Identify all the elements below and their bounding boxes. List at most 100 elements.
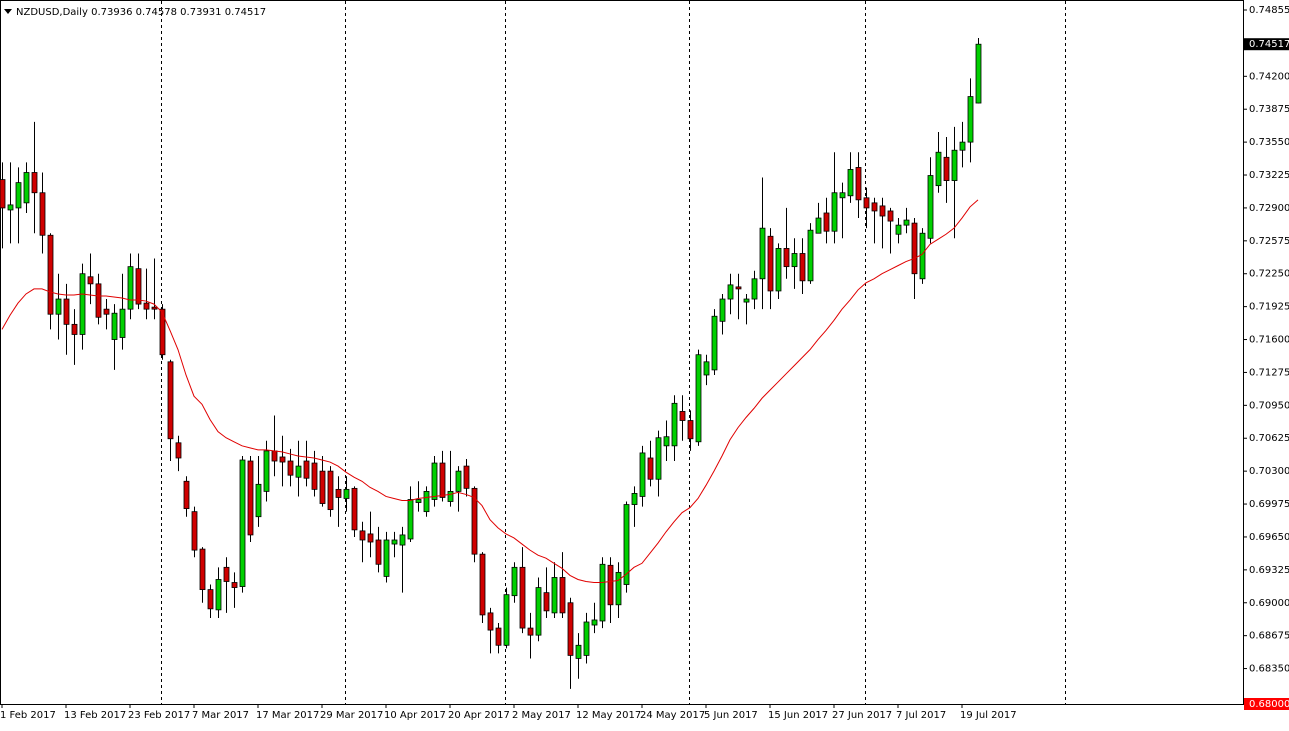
y-tick-label: 0.69975	[1249, 499, 1289, 510]
candle-body	[543, 592, 550, 612]
candle-body	[263, 450, 270, 492]
candle-body	[415, 499, 422, 503]
y-tick-label: 0.71600	[1249, 335, 1289, 346]
candle-body	[87, 276, 94, 285]
candle-body	[199, 548, 206, 590]
candle-body	[39, 192, 46, 236]
candle-body	[887, 210, 894, 222]
candle-body	[231, 582, 238, 588]
level-label: 0.68000	[1249, 699, 1289, 710]
candle-body	[615, 571, 622, 606]
y-tick-label: 0.73225	[1249, 170, 1289, 181]
y-tick-label: 0.69325	[1249, 565, 1289, 576]
y-tick-label: 0.73550	[1249, 137, 1289, 148]
candle-body	[111, 312, 118, 340]
candle-body	[847, 169, 854, 197]
candle-body	[63, 298, 70, 325]
price-label: 0.74517	[1249, 39, 1289, 50]
candle-body	[207, 589, 214, 610]
plot-frame	[0, 0, 1244, 705]
candle-body	[423, 490, 430, 513]
candle-body	[351, 487, 358, 531]
candle-body	[23, 172, 30, 204]
candle-body	[31, 172, 38, 194]
candle-body	[671, 402, 678, 447]
candle-body	[687, 420, 694, 440]
candle-body	[215, 579, 222, 611]
candle-body	[319, 470, 326, 504]
candle-body	[375, 539, 382, 565]
candle-body	[911, 222, 918, 275]
x-tick-label: 7 Jul 2017	[896, 710, 946, 721]
candle-body	[7, 204, 14, 211]
candle-body	[407, 499, 414, 540]
candle-body	[727, 284, 734, 300]
candle-body	[935, 151, 942, 187]
candle-body	[487, 612, 494, 631]
y-tick-label: 0.70625	[1249, 433, 1289, 444]
candle-body	[975, 43, 982, 104]
candle-body	[863, 197, 870, 209]
candle-body	[271, 450, 278, 462]
y-tick-label: 0.71925	[1249, 302, 1289, 313]
header-close: 0.74517	[225, 7, 266, 18]
candle-body	[583, 621, 590, 656]
candle-body	[303, 460, 310, 479]
y-tick-label: 0.74200	[1249, 71, 1289, 82]
candle-body	[567, 602, 574, 656]
candle-body	[47, 234, 54, 315]
candle-body	[647, 457, 654, 480]
candle-body	[55, 298, 62, 315]
x-tick-label: 1 Feb 2017	[0, 710, 56, 721]
candle-body	[775, 248, 782, 292]
x-tick-label: 5 Jun 2017	[704, 710, 758, 721]
candle-body	[519, 566, 526, 629]
candle-body	[343, 488, 350, 499]
x-tick-label: 20 Apr 2017	[448, 710, 510, 721]
candle-body	[735, 286, 742, 290]
candle-body	[0, 179, 6, 209]
y-tick-label: 0.71275	[1249, 367, 1289, 378]
candle-body	[15, 182, 22, 209]
candle-body	[759, 227, 766, 280]
candle-body	[103, 308, 110, 315]
candle-body	[439, 462, 446, 498]
x-tick-label: 7 Mar 2017	[192, 710, 249, 721]
candle-body	[559, 577, 566, 614]
candle-body	[607, 564, 614, 606]
candle-body	[751, 278, 758, 300]
candle-body	[927, 175, 934, 239]
candle-body	[391, 539, 398, 545]
y-tick-label: 0.73875	[1249, 104, 1289, 115]
candle-body	[535, 587, 542, 636]
y-tick-label: 0.70300	[1249, 466, 1289, 477]
candles	[0, 38, 982, 689]
header-low: 0.73931	[180, 7, 221, 18]
candle-body	[823, 212, 830, 232]
candle-body	[711, 315, 718, 371]
candle-body	[255, 483, 262, 518]
candle-body	[335, 488, 342, 498]
y-tick-label: 0.68675	[1249, 631, 1289, 642]
candle-body	[895, 224, 902, 235]
y-tick-label: 0.72575	[1249, 236, 1289, 247]
y-tick-label: 0.70950	[1249, 400, 1289, 411]
candle-body	[431, 462, 438, 500]
candle-body	[623, 504, 630, 585]
y-tick-label: 0.69000	[1249, 598, 1289, 609]
candle-body	[903, 219, 910, 226]
candle-body	[663, 436, 670, 447]
candle-body	[367, 533, 374, 543]
candle-body	[551, 577, 558, 614]
candle-body	[479, 553, 486, 616]
header: NZDUSD,Daily 0.73936 0.74578 0.73931 0.7…	[16, 7, 266, 18]
candle-body	[855, 167, 862, 201]
menu-arrow	[4, 9, 12, 14]
candle-body	[719, 298, 726, 322]
candle-body	[399, 534, 406, 546]
candle-body	[359, 530, 366, 541]
candle-body	[831, 192, 838, 232]
candle-body	[71, 323, 78, 335]
